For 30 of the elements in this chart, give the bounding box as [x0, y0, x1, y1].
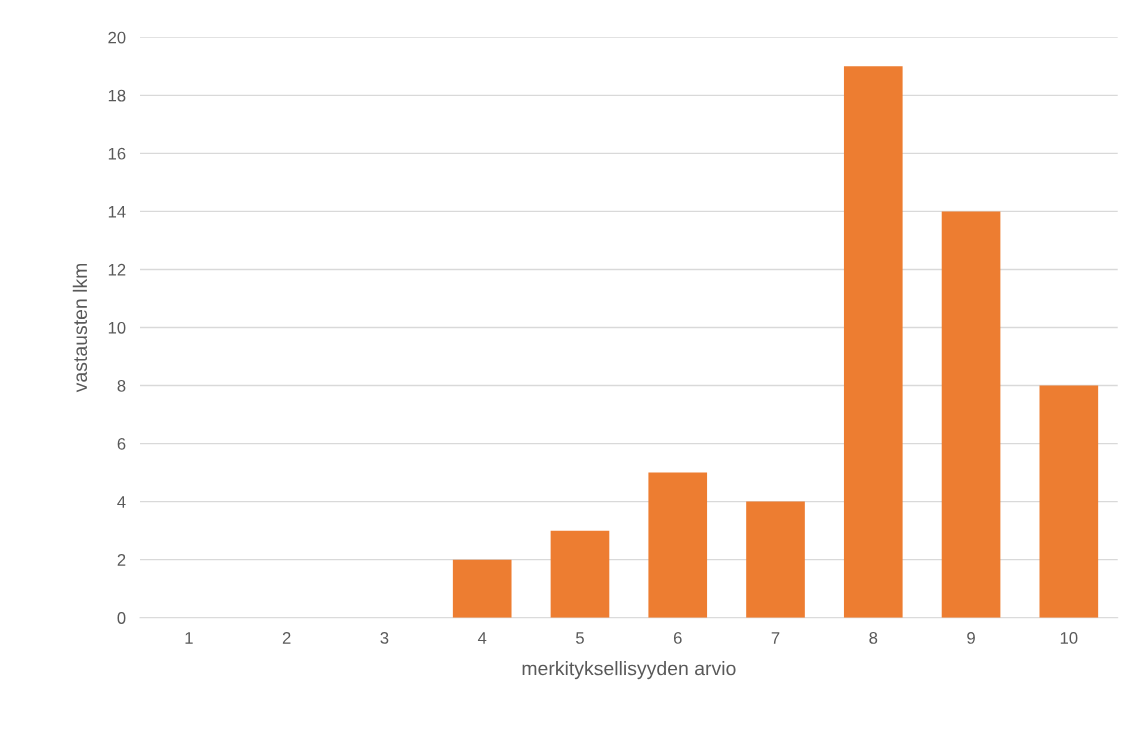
bar [1039, 385, 1099, 618]
y-axis-title: vastausten lkm [72, 263, 88, 393]
y-tick-label: 2 [117, 554, 126, 566]
y-tick-label: 8 [117, 379, 126, 392]
x-tick-label: 2 [282, 632, 291, 644]
x-axis-title: merkityksellisyyden arvio [522, 661, 736, 680]
x-tick-label: 6 [673, 632, 682, 644]
x-tick-label: 8 [869, 632, 878, 644]
x-tick-label: 4 [477, 632, 487, 644]
x-tick-label: 9 [967, 632, 975, 644]
y-tick-label: 16 [108, 147, 126, 160]
y-tick-label: 10 [108, 321, 126, 334]
bar [746, 501, 805, 618]
y-tick-label: 4 [117, 496, 126, 508]
x-tick-label: 1 [185, 632, 193, 644]
y-tick-label: 0 [117, 612, 126, 624]
bar [843, 66, 903, 618]
bar [452, 559, 512, 618]
x-tick-label: 3 [380, 632, 389, 644]
x-tick-label: 10 [1060, 632, 1078, 644]
y-tick-label: 20 [108, 31, 126, 44]
x-tick-label: 7 [771, 632, 780, 644]
y-tick-label: 6 [117, 437, 126, 450]
x-tick-label: 5 [576, 632, 584, 644]
bar [941, 211, 1001, 618]
y-tick-label: 18 [108, 89, 126, 102]
bar [550, 530, 610, 618]
bar [648, 472, 708, 618]
y-tick-label: 14 [108, 205, 126, 218]
y-tick-label: 12 [108, 263, 126, 276]
